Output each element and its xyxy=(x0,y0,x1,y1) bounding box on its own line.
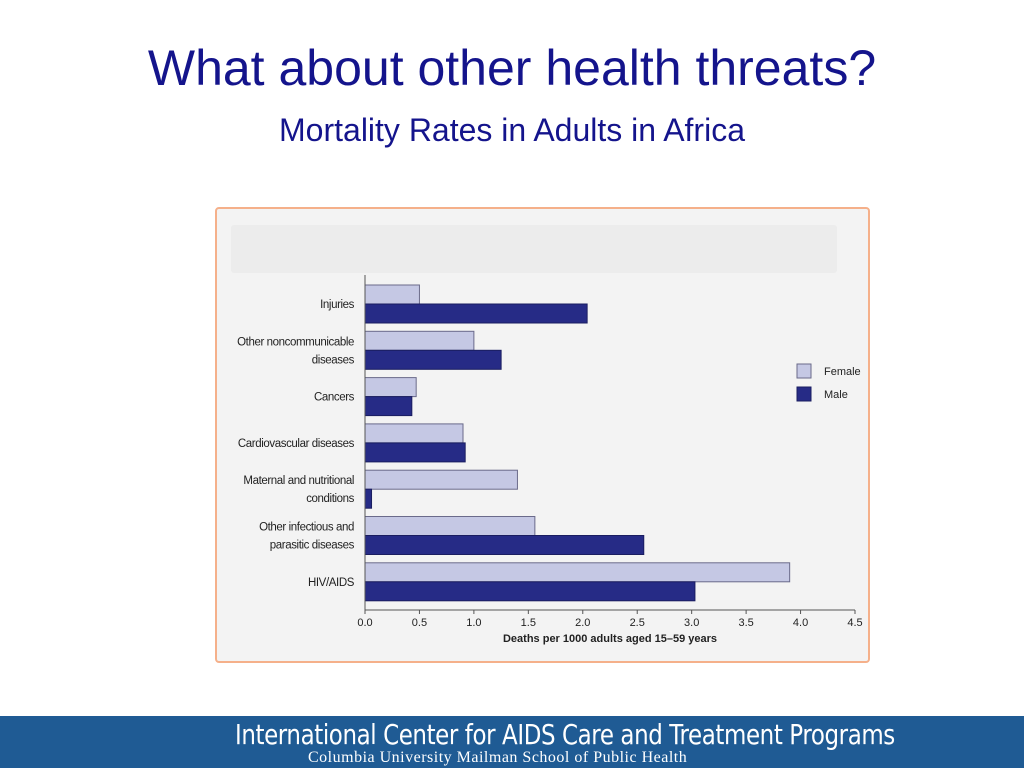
bar-female-1 xyxy=(364,330,475,351)
x-tick-label-9: 4.5 xyxy=(847,617,862,629)
chart-header-band xyxy=(231,225,837,273)
category-label-1-0: Other noncommunicable xyxy=(237,336,354,348)
legend-label-male: Male xyxy=(824,389,848,401)
footer-organization: International Center for AIDS Care and T… xyxy=(235,718,895,751)
bar-female-0 xyxy=(364,284,420,305)
bar-female-2 xyxy=(364,377,417,398)
slide-subtitle: Mortality Rates in Adults in Africa xyxy=(279,112,745,148)
x-tick-label-5: 2.5 xyxy=(630,617,645,629)
legend-label-female: Female xyxy=(824,366,861,378)
category-label-6: HIV/AIDS xyxy=(308,577,355,589)
category-label-0: Injuries xyxy=(320,299,355,311)
x-tick-label-3: 1.5 xyxy=(521,617,536,629)
category-label-5-0: Other infectious and xyxy=(259,522,354,534)
category-label-4-0: Maternal and nutritional xyxy=(243,475,354,487)
bar-male-0 xyxy=(364,303,588,324)
bar-male-5 xyxy=(364,535,645,555)
x-tick-label-0: 0.0 xyxy=(357,617,372,629)
bar-male-1 xyxy=(364,349,502,370)
bar-male-2 xyxy=(364,396,413,417)
footer-banner: International Center for AIDS Care and T… xyxy=(0,716,1024,768)
x-tick-label-6: 3.0 xyxy=(684,617,699,629)
bar-male-6 xyxy=(364,581,696,602)
category-label-5-1: parasitic diseases xyxy=(270,540,355,552)
category-label-4-1: conditions xyxy=(306,493,354,505)
bar-male-3 xyxy=(364,442,466,463)
x-tick-label-2: 1.0 xyxy=(466,617,481,629)
bar-female-5 xyxy=(364,516,536,536)
x-tick-label-7: 3.5 xyxy=(738,617,753,629)
x-tick-label-8: 4.0 xyxy=(793,617,808,629)
bar-female-4 xyxy=(364,469,518,490)
slide-title: What about other health threats? xyxy=(147,40,877,96)
category-label-1-1: diseases xyxy=(312,354,355,366)
chart-frame: Injuries Other noncommunicable diseases Can… xyxy=(215,207,870,663)
mortality-bar-chart: Injuries Other noncommunicable diseases Can… xyxy=(237,275,863,645)
x-tick-label-1: 0.5 xyxy=(412,617,427,629)
category-label-2: Cancers xyxy=(314,392,355,404)
x-tick-label-4: 2.0 xyxy=(575,617,590,629)
bar-female-3 xyxy=(364,423,464,444)
legend-swatch-female xyxy=(796,363,812,379)
category-label-3: Cardiovascular diseases xyxy=(238,438,355,450)
x-axis-title: Deaths per 1000 adults aged 15–59 years xyxy=(503,633,717,645)
bar-male-4 xyxy=(364,488,373,509)
bar-female-6 xyxy=(364,562,791,583)
legend-swatch-male xyxy=(796,386,812,402)
footer-school: Columbia University Mailman School of Pu… xyxy=(308,749,688,766)
